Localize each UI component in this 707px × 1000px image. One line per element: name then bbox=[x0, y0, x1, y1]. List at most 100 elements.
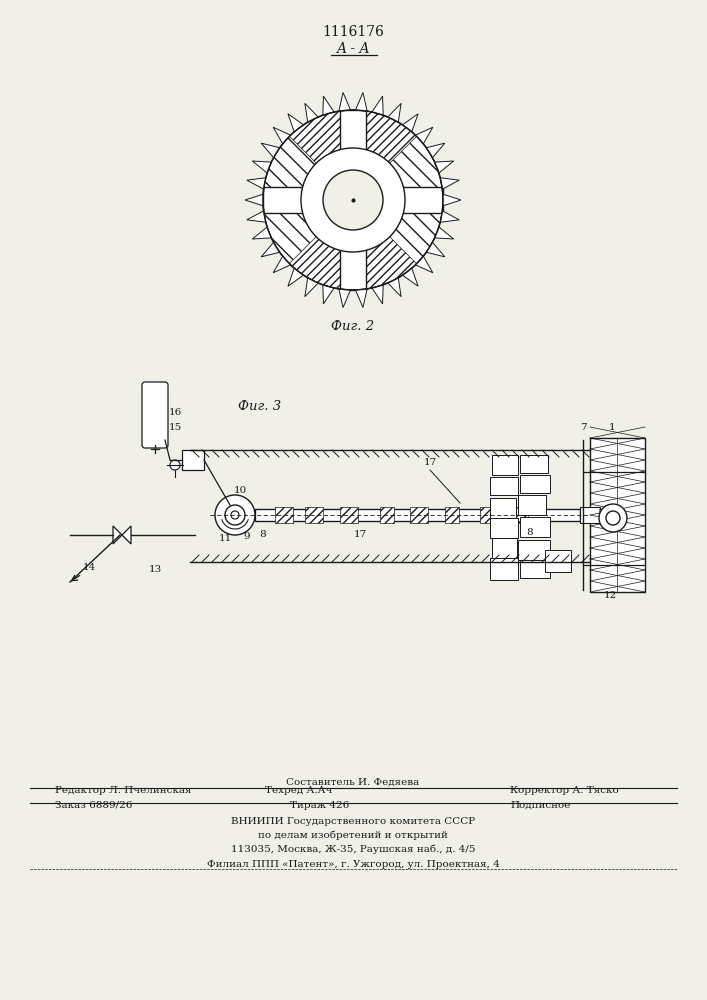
Bar bbox=[255, 509, 580, 521]
Polygon shape bbox=[435, 161, 454, 173]
Polygon shape bbox=[402, 268, 418, 286]
Polygon shape bbox=[247, 211, 266, 222]
Text: 17: 17 bbox=[423, 458, 437, 467]
Text: A - A: A - A bbox=[337, 42, 370, 56]
Text: 12: 12 bbox=[603, 591, 617, 600]
Polygon shape bbox=[323, 285, 334, 304]
Bar bbox=[520, 475, 550, 493]
Polygon shape bbox=[289, 110, 416, 163]
Bar bbox=[545, 550, 571, 572]
Bar bbox=[275, 507, 293, 523]
Bar bbox=[492, 455, 518, 475]
Polygon shape bbox=[435, 227, 454, 239]
Bar bbox=[520, 558, 550, 578]
Text: Подписное: Подписное bbox=[510, 801, 571, 810]
Bar bbox=[445, 507, 459, 523]
Bar bbox=[490, 518, 518, 538]
FancyBboxPatch shape bbox=[142, 382, 168, 448]
Polygon shape bbox=[388, 278, 401, 297]
Polygon shape bbox=[443, 194, 461, 206]
Polygon shape bbox=[247, 178, 266, 189]
Bar bbox=[263, 187, 443, 213]
Bar bbox=[520, 517, 550, 537]
Text: по делам изобретений и открытий: по делам изобретений и открытий bbox=[258, 830, 448, 840]
Bar bbox=[490, 498, 516, 518]
Bar bbox=[518, 495, 546, 515]
Polygon shape bbox=[426, 143, 445, 158]
Circle shape bbox=[323, 170, 383, 230]
Text: 8: 8 bbox=[259, 530, 267, 539]
Circle shape bbox=[599, 504, 627, 532]
Text: 15: 15 bbox=[169, 423, 182, 432]
Polygon shape bbox=[323, 96, 334, 115]
Polygon shape bbox=[252, 227, 271, 239]
Text: 8: 8 bbox=[527, 528, 533, 537]
Polygon shape bbox=[273, 127, 291, 144]
Polygon shape bbox=[372, 96, 383, 115]
Text: 10: 10 bbox=[233, 486, 247, 495]
Polygon shape bbox=[252, 161, 271, 173]
Bar bbox=[490, 477, 518, 495]
Polygon shape bbox=[339, 92, 351, 111]
Text: 1116176: 1116176 bbox=[322, 25, 384, 39]
Bar bbox=[340, 507, 358, 523]
Text: 11: 11 bbox=[218, 534, 232, 543]
Polygon shape bbox=[426, 242, 445, 257]
Polygon shape bbox=[372, 285, 383, 304]
Polygon shape bbox=[402, 114, 418, 132]
Polygon shape bbox=[261, 143, 280, 158]
Bar bbox=[590, 438, 645, 592]
Circle shape bbox=[263, 110, 443, 290]
Bar bbox=[580, 507, 600, 523]
Text: 14: 14 bbox=[83, 563, 96, 572]
Text: 113035, Москва, Ж-35, Раушская наб., д. 4/5: 113035, Москва, Ж-35, Раушская наб., д. … bbox=[230, 844, 475, 854]
Circle shape bbox=[231, 511, 239, 519]
Polygon shape bbox=[261, 242, 280, 257]
Text: 7: 7 bbox=[580, 423, 586, 432]
Polygon shape bbox=[390, 136, 443, 264]
Text: 17: 17 bbox=[354, 530, 367, 539]
Text: 13: 13 bbox=[148, 565, 162, 574]
Text: Заказ 6889/26: Заказ 6889/26 bbox=[55, 801, 132, 810]
Polygon shape bbox=[416, 127, 433, 144]
Polygon shape bbox=[273, 256, 291, 273]
Text: Составитель И. Федяева: Составитель И. Федяева bbox=[286, 778, 420, 787]
Text: 1: 1 bbox=[609, 423, 615, 432]
Text: Редактор Л. Пчелинская: Редактор Л. Пчелинская bbox=[55, 786, 192, 795]
Bar bbox=[518, 540, 550, 560]
Polygon shape bbox=[113, 526, 122, 544]
Bar bbox=[380, 507, 394, 523]
Polygon shape bbox=[288, 268, 303, 286]
Polygon shape bbox=[356, 92, 367, 111]
Polygon shape bbox=[440, 211, 459, 222]
Polygon shape bbox=[288, 114, 303, 132]
Text: ВНИИПИ Государственного комитета СССР: ВНИИПИ Государственного комитета СССР bbox=[231, 817, 475, 826]
Polygon shape bbox=[339, 289, 351, 308]
Bar bbox=[340, 110, 366, 290]
Bar bbox=[510, 507, 528, 523]
Polygon shape bbox=[289, 237, 416, 290]
Circle shape bbox=[225, 505, 245, 525]
Text: Техред А.Ач: Техред А.Ач bbox=[265, 786, 332, 795]
Polygon shape bbox=[356, 289, 367, 308]
Text: 9: 9 bbox=[244, 532, 250, 541]
Text: 16: 16 bbox=[169, 408, 182, 417]
Bar bbox=[182, 450, 204, 470]
Circle shape bbox=[606, 511, 620, 525]
Polygon shape bbox=[388, 103, 401, 122]
Polygon shape bbox=[122, 526, 131, 544]
Circle shape bbox=[170, 460, 180, 470]
Circle shape bbox=[215, 495, 255, 535]
Polygon shape bbox=[600, 509, 612, 521]
Text: Филиал ППП «Патент», г. Ужгород, ул. Проектная, 4: Филиал ППП «Патент», г. Ужгород, ул. Про… bbox=[206, 860, 499, 869]
Bar bbox=[410, 507, 428, 523]
Text: Корректор А. Тяско: Корректор А. Тяско bbox=[510, 786, 619, 795]
Polygon shape bbox=[305, 103, 318, 122]
Bar bbox=[305, 507, 323, 523]
Circle shape bbox=[240, 87, 466, 313]
Circle shape bbox=[301, 148, 405, 252]
Text: Фиг. 3: Фиг. 3 bbox=[238, 400, 281, 413]
Polygon shape bbox=[416, 256, 433, 273]
Bar bbox=[520, 455, 548, 473]
Text: Тираж 426: Тираж 426 bbox=[290, 801, 349, 810]
